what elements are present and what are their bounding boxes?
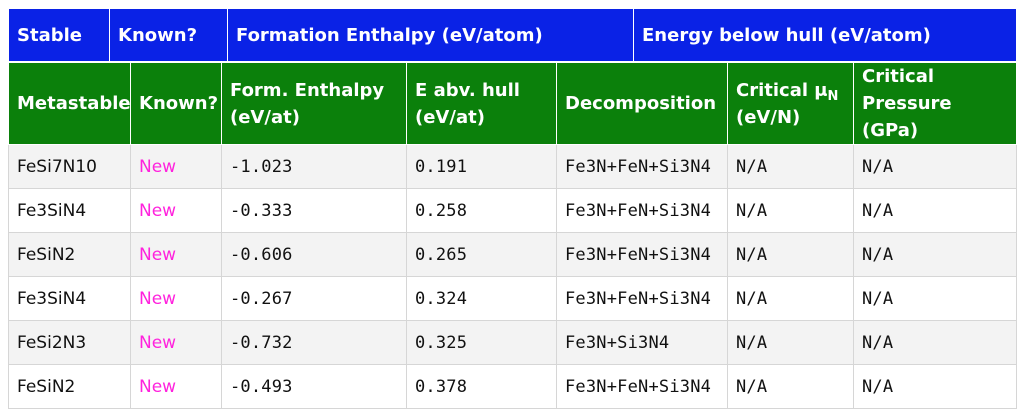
known-status-cell: New [130,232,222,277]
enthalpy-cell: -0.732 [221,320,407,365]
stable-column-header: Stable [8,8,110,62]
critical-pressure-column-header: Critical Pressure (GPa) [853,62,1017,145]
formula-cell: FeSi7N10 [8,144,131,189]
known-status-cell: New [130,364,222,409]
formula-cell: Fe3SiN4 [8,276,131,321]
hull-energy-cell: 0.325 [406,320,557,365]
e-abv-hull-column-header: E abv. hull (eV/at) [406,62,557,145]
formula-cell: FeSiN2 [8,364,131,409]
critical-pressure-cell: N/A [853,320,1017,365]
critical-mu-unit: (eV/N) [736,106,801,128]
metastable-table-body: FeSi7N10 New -1.023 0.191 Fe3N+FeN+Si3N4… [8,144,1017,409]
table-row: FeSi7N10 New -1.023 0.191 Fe3N+FeN+Si3N4… [8,144,1017,189]
hull-energy-cell: 0.265 [406,232,557,277]
hull-energy-cell: 0.191 [406,144,557,189]
critical-pressure-cell: N/A [853,232,1017,277]
enthalpy-cell: -0.493 [221,364,407,409]
enthalpy-cell: -0.333 [221,188,407,233]
enthalpy-cell: -0.267 [221,276,407,321]
table-row: FeSi2N3 New -0.732 0.325 Fe3N+Si3N4 N/A … [8,320,1017,365]
table-row: Fe3SiN4 New -0.333 0.258 Fe3N+FeN+Si3N4 … [8,188,1017,233]
hull-energy-cell: 0.378 [406,364,557,409]
hull-energy-cell: 0.324 [406,276,557,321]
critical-pressure-cell: N/A [853,364,1017,409]
critical-mu-subscript: N [827,88,839,104]
decomposition-cell: Fe3N+FeN+Si3N4 [556,276,728,321]
critical-pressure-cell: N/A [853,188,1017,233]
enthalpy-cell: -0.606 [221,232,407,277]
critical-mu-cell: N/A [727,188,854,233]
formation-enthalpy-column-header: Formation Enthalpy (eV/atom) [227,8,634,62]
critical-mu-cell: N/A [727,364,854,409]
known-status-cell: New [130,144,222,189]
metastable-column-header: Metastable [8,62,131,145]
known-status-cell: New [130,188,222,233]
critical-mu-cell: N/A [727,320,854,365]
known-status-cell: New [130,320,222,365]
table-row: FeSiN2 New -0.493 0.378 Fe3N+FeN+Si3N4 N… [8,364,1017,409]
decomposition-cell: Fe3N+Si3N4 [556,320,728,365]
metastable-header-row: Metastable Known? Form. Enthalpy (eV/at)… [8,62,1017,145]
formula-cell: Fe3SiN4 [8,188,131,233]
critical-mu-cell: N/A [727,276,854,321]
decomposition-column-header: Decomposition [556,62,728,145]
stable-header-table: Stable Known? Formation Enthalpy (eV/ato… [8,8,1017,62]
known-status-cell: New [130,276,222,321]
decomposition-cell: Fe3N+FeN+Si3N4 [556,232,728,277]
known-column-header: Known? [130,62,222,145]
energy-below-hull-column-header: Energy below hull (eV/atom) [633,8,1017,62]
stable-known-column-header: Known? [109,8,228,62]
critical-mu-cell: N/A [727,144,854,189]
decomposition-cell: Fe3N+FeN+Si3N4 [556,364,728,409]
decomposition-cell: Fe3N+FeN+Si3N4 [556,188,728,233]
critical-pressure-cell: N/A [853,276,1017,321]
table-row: Fe3SiN4 New -0.267 0.324 Fe3N+FeN+Si3N4 … [8,276,1017,321]
results-container: Stable Known? Formation Enthalpy (eV/ato… [8,8,1017,409]
metastable-table: Metastable Known? Form. Enthalpy (eV/at)… [8,62,1017,409]
formula-cell: FeSi2N3 [8,320,131,365]
critical-mu-label: Critical μ [736,79,828,101]
formula-cell: FeSiN2 [8,232,131,277]
form-enthalpy-column-header: Form. Enthalpy (eV/at) [221,62,407,145]
hull-energy-cell: 0.258 [406,188,557,233]
critical-mu-cell: N/A [727,232,854,277]
table-row: FeSiN2 New -0.606 0.265 Fe3N+FeN+Si3N4 N… [8,232,1017,277]
decomposition-cell: Fe3N+FeN+Si3N4 [556,144,728,189]
stable-header-row: Stable Known? Formation Enthalpy (eV/ato… [8,8,1017,62]
critical-mu-column-header: Critical μN (eV/N) [727,62,854,145]
enthalpy-cell: -1.023 [221,144,407,189]
critical-pressure-cell: N/A [853,144,1017,189]
